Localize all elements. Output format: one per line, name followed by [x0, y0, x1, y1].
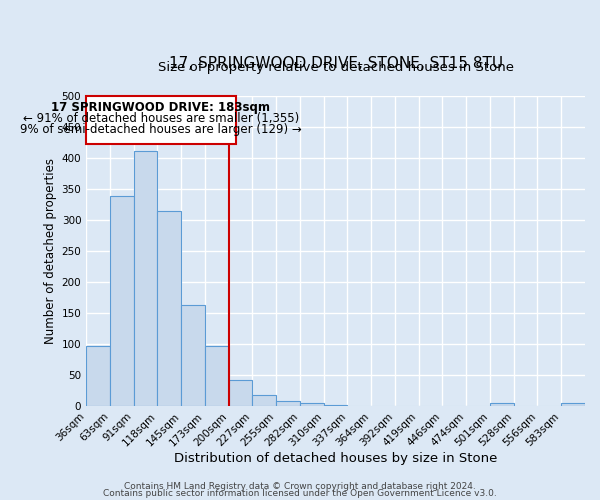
Text: ← 91% of detached houses are smaller (1,355): ← 91% of detached houses are smaller (1,…: [23, 112, 299, 125]
Bar: [229, 380, 253, 406]
Bar: [300, 403, 324, 406]
Text: Contains public sector information licensed under the Open Government Licence v3: Contains public sector information licen…: [103, 490, 497, 498]
FancyBboxPatch shape: [86, 96, 236, 144]
Text: 17 SPRINGWOOD DRIVE: 183sqm: 17 SPRINGWOOD DRIVE: 183sqm: [52, 101, 271, 114]
Title: Size of property relative to detached houses in Stone: Size of property relative to detached ho…: [158, 61, 514, 74]
Bar: [157, 211, 181, 406]
Text: 17, SPRINGWOOD DRIVE, STONE, ST15 8TU: 17, SPRINGWOOD DRIVE, STONE, ST15 8TU: [169, 56, 503, 71]
Bar: [205, 346, 229, 406]
Bar: [134, 151, 157, 406]
Bar: [561, 403, 585, 406]
Bar: [253, 395, 276, 406]
Bar: [86, 346, 110, 406]
Bar: [276, 401, 300, 406]
Text: Contains HM Land Registry data © Crown copyright and database right 2024.: Contains HM Land Registry data © Crown c…: [124, 482, 476, 491]
Bar: [110, 196, 134, 406]
Bar: [181, 305, 205, 406]
X-axis label: Distribution of detached houses by size in Stone: Distribution of detached houses by size …: [174, 452, 497, 465]
Bar: [490, 403, 514, 406]
Text: 9% of semi-detached houses are larger (129) →: 9% of semi-detached houses are larger (1…: [20, 123, 302, 136]
Y-axis label: Number of detached properties: Number of detached properties: [44, 158, 58, 344]
